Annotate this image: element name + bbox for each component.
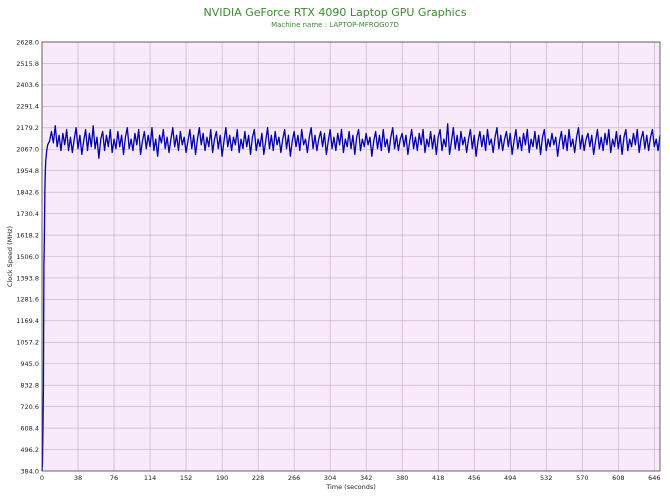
x-tick-label: 532 [540, 474, 552, 482]
x-tick-label: 570 [576, 474, 588, 482]
y-tick-label: 1730.4 [16, 210, 39, 218]
x-tick-label: 342 [360, 474, 372, 482]
x-tick-label: 494 [504, 474, 516, 482]
x-tick-label: 190 [216, 474, 228, 482]
y-axis-label: Clock Speed (MHz) [6, 226, 14, 287]
chart-title: NVIDIA GeForce RTX 4090 Laptop GPU Graph… [203, 6, 466, 19]
x-tick-label: 608 [612, 474, 624, 482]
y-tick-label: 1281.6 [16, 296, 39, 304]
x-tick-label: 380 [396, 474, 408, 482]
x-tick-label: 152 [180, 474, 192, 482]
x-tick-label: 38 [74, 474, 82, 482]
y-tick-label: 2179.2 [16, 124, 39, 132]
y-tick-label: 1393.8 [16, 274, 39, 282]
y-tick-label: 1842.6 [16, 188, 39, 196]
x-axis-label: Time (seconds) [325, 483, 376, 491]
x-tick-label: 418 [432, 474, 444, 482]
x-axis-ticks: 0 38 76 114 152 190 228 266 304 342 380 418 456 494 53… [40, 474, 661, 482]
y-tick-label: 2628.0 [16, 38, 39, 46]
y-tick-label: 945.0 [20, 360, 39, 368]
y-tick-label: 2291.4 [16, 103, 39, 111]
y-tick-label: 1618.2 [16, 231, 39, 239]
x-tick-label: 266 [288, 474, 300, 482]
x-tick-label: 0 [40, 474, 44, 482]
y-tick-label: 2403.6 [16, 81, 39, 89]
grid-lines [41, 41, 660, 472]
chart-subtitle: Machine name : LAPTOP-MFROG07D [271, 21, 399, 29]
x-tick-label: 228 [252, 474, 264, 482]
y-tick-label: 720.6 [20, 403, 39, 411]
x-tick-label: 646 [648, 474, 660, 482]
y-tick-label: 1169.4 [16, 317, 39, 325]
x-tick-label: 304 [324, 474, 336, 482]
x-tick-label: 76 [110, 474, 118, 482]
x-tick-label: 456 [468, 474, 480, 482]
y-tick-label: 496.2 [20, 446, 39, 454]
y-tick-label: 1506.0 [16, 253, 39, 261]
y-tick-label: 832.8 [20, 382, 39, 390]
y-axis-ticks: 384.0 496.2 608.4 720.6 832.8 945.0 1057.2 1169… [16, 38, 39, 475]
plot-border [41, 41, 661, 472]
y-tick-label: 2067.0 [16, 146, 39, 154]
x-tick-label: 114 [144, 474, 156, 482]
clock-speed-line [41, 123, 661, 472]
y-tick-label: 1057.2 [16, 339, 39, 347]
y-tick-label: 608.4 [20, 424, 39, 432]
y-tick-label: 1954.8 [16, 167, 39, 175]
y-tick-label: 384.0 [20, 467, 39, 475]
y-tick-label: 2515.8 [16, 60, 39, 68]
